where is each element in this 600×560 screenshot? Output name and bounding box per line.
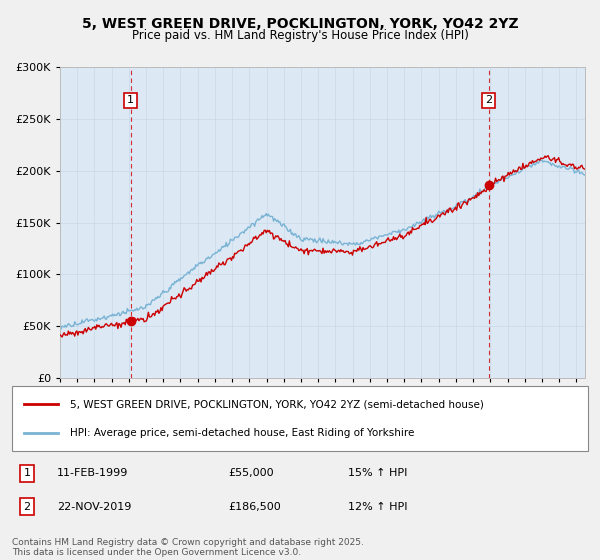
Text: £186,500: £186,500 bbox=[228, 502, 281, 512]
Text: Contains HM Land Registry data © Crown copyright and database right 2025.
This d: Contains HM Land Registry data © Crown c… bbox=[12, 538, 364, 557]
Text: 2: 2 bbox=[23, 502, 31, 512]
Text: Price paid vs. HM Land Registry's House Price Index (HPI): Price paid vs. HM Land Registry's House … bbox=[131, 29, 469, 42]
Text: 5, WEST GREEN DRIVE, POCKLINGTON, YORK, YO42 2YZ (semi-detached house): 5, WEST GREEN DRIVE, POCKLINGTON, YORK, … bbox=[70, 399, 484, 409]
Text: 11-FEB-1999: 11-FEB-1999 bbox=[57, 468, 128, 478]
Text: 12% ↑ HPI: 12% ↑ HPI bbox=[348, 502, 407, 512]
Text: £55,000: £55,000 bbox=[228, 468, 274, 478]
Text: 1: 1 bbox=[127, 95, 134, 105]
Text: 5, WEST GREEN DRIVE, POCKLINGTON, YORK, YO42 2YZ: 5, WEST GREEN DRIVE, POCKLINGTON, YORK, … bbox=[82, 17, 518, 31]
Text: 1: 1 bbox=[23, 468, 31, 478]
FancyBboxPatch shape bbox=[12, 386, 588, 451]
Text: 22-NOV-2019: 22-NOV-2019 bbox=[57, 502, 131, 512]
Text: HPI: Average price, semi-detached house, East Riding of Yorkshire: HPI: Average price, semi-detached house,… bbox=[70, 428, 414, 438]
Text: 2: 2 bbox=[485, 95, 492, 105]
Text: 15% ↑ HPI: 15% ↑ HPI bbox=[348, 468, 407, 478]
